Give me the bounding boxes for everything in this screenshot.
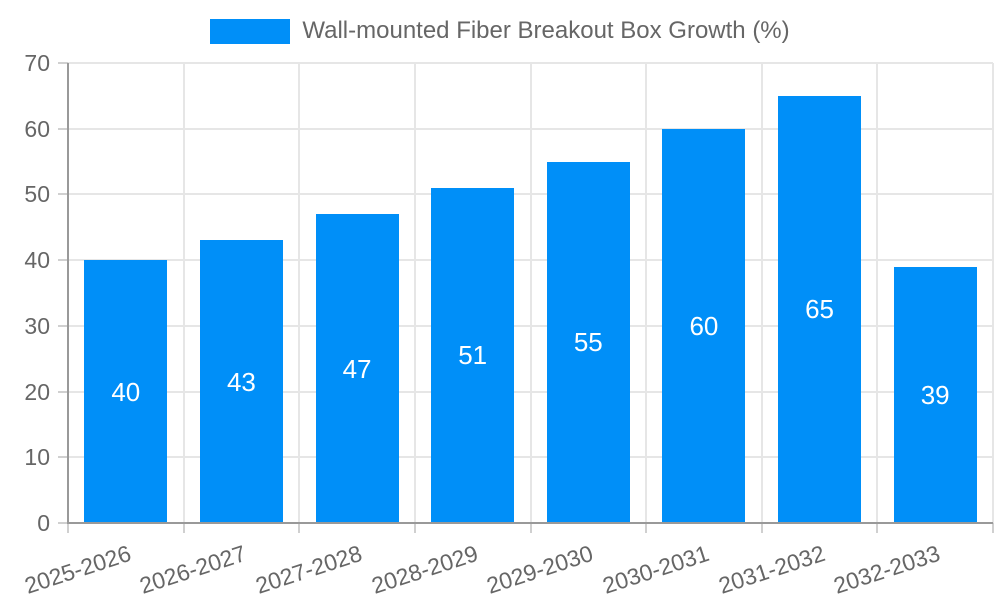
gridline-vertical (529, 63, 532, 523)
y-axis-tick (58, 456, 68, 459)
gridline-vertical (645, 63, 648, 523)
gridline-vertical (413, 63, 416, 523)
x-axis-tick (529, 523, 532, 533)
y-axis-tick (58, 62, 68, 64)
bar-value-label: 47 (342, 353, 372, 384)
y-axis-tick-label: 30 (24, 312, 50, 339)
bar[interactable] (84, 260, 168, 523)
y-axis-tick (58, 127, 68, 130)
bar-value-label: 55 (573, 327, 603, 358)
gridline-vertical (992, 63, 994, 523)
x-axis-tick-label: 2029-2030 (483, 540, 597, 599)
x-axis-tick (413, 523, 416, 533)
bar-value-label: 39 (920, 379, 950, 410)
x-axis-tick-label: 2032-2033 (830, 540, 944, 599)
x-axis-tick (645, 523, 648, 533)
y-axis-line (67, 63, 69, 523)
bar-value-label: 43 (226, 366, 256, 397)
x-axis-tick-label: 2025-2026 (21, 540, 134, 599)
y-axis-tick-label: 10 (24, 444, 50, 471)
bar[interactable] (778, 95, 862, 523)
y-axis-tick (58, 324, 68, 327)
bar[interactable] (893, 266, 977, 523)
bar[interactable] (315, 214, 399, 523)
y-axis-tick (58, 259, 68, 262)
bar-value-label: 65 (805, 294, 835, 325)
gridline-vertical (182, 63, 185, 523)
y-axis-tick-label: 20 (24, 378, 50, 405)
bar[interactable] (199, 240, 283, 523)
legend-label: Wall-mounted Fiber Breakout Box Growth (… (302, 17, 790, 44)
x-axis-tick-label: 2031-2032 (714, 540, 828, 599)
y-axis-tick (58, 390, 68, 393)
x-axis-tick-label: 2026-2027 (136, 540, 250, 599)
x-axis-tick-label: 2027-2028 (252, 540, 366, 599)
y-axis-tick (58, 522, 68, 524)
bar[interactable] (662, 128, 746, 523)
bar-value-label: 51 (458, 340, 488, 371)
x-axis-tick (876, 523, 879, 533)
x-axis-tick (760, 523, 763, 533)
y-axis-tick (58, 193, 68, 196)
x-axis-tick-label: 2030-2031 (599, 540, 712, 599)
gridline-vertical (876, 63, 879, 523)
x-axis-tick (182, 523, 185, 533)
x-axis-tick (298, 523, 301, 533)
y-axis-tick-label: 40 (24, 247, 50, 274)
gridline-vertical (298, 63, 301, 523)
y-axis-tick-label: 60 (24, 115, 50, 142)
legend-swatch (210, 18, 291, 44)
x-axis-tick (67, 523, 69, 533)
x-axis-tick-label: 2028-2029 (368, 540, 481, 599)
y-axis-tick-label: 0 (37, 510, 50, 536)
bar[interactable] (546, 161, 630, 523)
bar-value-label: 40 (111, 376, 141, 407)
y-axis-tick-label: 50 (24, 181, 50, 208)
legend[interactable]: Wall-mounted Fiber Breakout Box Growth (… (0, 17, 1000, 45)
y-axis-tick-label: 70 (24, 50, 50, 76)
x-axis-tick (992, 523, 994, 533)
bar[interactable] (431, 187, 515, 523)
bar-value-label: 60 (689, 310, 719, 341)
gridline-vertical (760, 63, 763, 523)
x-axis-line (67, 522, 993, 524)
